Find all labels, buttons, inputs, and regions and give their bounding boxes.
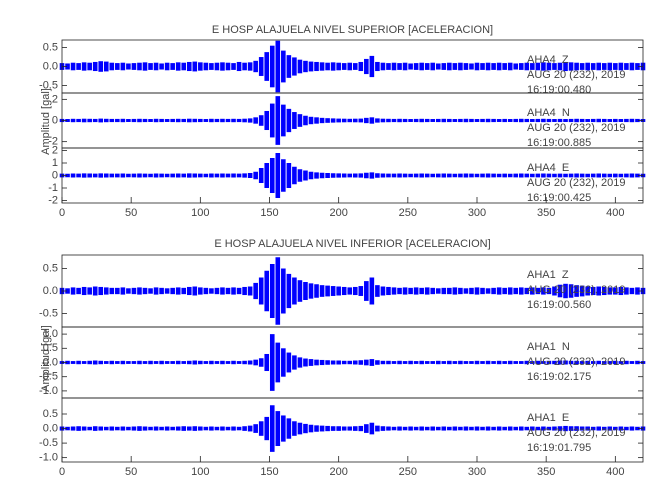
station-label: AHA4 Z <box>527 54 569 66</box>
station-label: AHA4 E <box>527 162 569 174</box>
time-label: 16:19:00.885 <box>527 137 591 149</box>
y-tick-label: -0.5 <box>39 437 58 449</box>
x-tick-label: 200 <box>329 466 347 478</box>
y-tick-label: 0 <box>52 169 58 181</box>
x-tick-label: 150 <box>260 207 278 219</box>
x-tick-label: 200 <box>329 207 347 219</box>
y-tick-label: -0.5 <box>39 307 58 319</box>
x-tick-label: 0 <box>59 466 65 478</box>
y-tick-label: 2 <box>52 93 58 105</box>
time-label: 16:19:00.560 <box>527 299 591 311</box>
trace <box>59 257 646 325</box>
y-tick-label: -1.0 <box>39 385 58 397</box>
y-tick-label: 0.0 <box>43 356 58 368</box>
date-label: AUG 20 (232), 2019 <box>527 284 625 296</box>
trace <box>59 153 646 198</box>
time-label: 16:19:01.795 <box>527 442 591 454</box>
date-label: AUG 20 (232), 2019 <box>527 122 625 134</box>
y-tick-label: 0.0 <box>43 60 58 72</box>
x-tick-label: 100 <box>191 207 209 219</box>
y-tick-label: 0.0 <box>43 285 58 297</box>
x-tick-label: 250 <box>399 466 417 478</box>
x-tick-label: 250 <box>399 207 417 219</box>
x-tick-label: 400 <box>606 466 624 478</box>
panel-title: E HOSP ALAJUELA NIVEL INFERIOR [ACELERAC… <box>214 238 490 250</box>
x-tick-label: 0 <box>59 207 65 219</box>
y-tick-label: 1.0 <box>43 328 58 340</box>
y-tick-label: 0.0 <box>43 422 58 434</box>
station-label: AHA1 E <box>527 412 569 424</box>
y-tick-label: -1 <box>48 182 58 194</box>
date-label: AUG 20 (232), 2019 <box>527 177 625 189</box>
y-tick-label: -0.5 <box>39 371 58 383</box>
x-tick-label: 150 <box>260 466 278 478</box>
y-tick-label: -2 <box>48 194 58 206</box>
y-axis-label: Amplitud [gal] <box>40 88 52 155</box>
subplot-frame <box>61 397 644 463</box>
y-tick-label: 0.5 <box>43 408 58 420</box>
x-tick-label: 50 <box>125 207 137 219</box>
y-tick-label: -2 <box>48 136 58 148</box>
station-label: AHA1 N <box>527 341 570 353</box>
x-tick-label: 300 <box>468 207 486 219</box>
y-tick-label: 0.5 <box>43 342 58 354</box>
x-tick-label: 50 <box>125 466 137 478</box>
time-label: 16:19:02.175 <box>527 371 591 383</box>
x-tick-label: 100 <box>191 466 209 478</box>
x-tick-label: 350 <box>537 207 555 219</box>
x-tick-label: 300 <box>468 466 486 478</box>
time-label: 16:19:00.425 <box>527 192 591 204</box>
date-label: AUG 20 (232), 2019 <box>527 427 625 439</box>
panel-title: E HOSP ALAJUELA NIVEL SUPERIOR [ACELERAC… <box>212 24 493 36</box>
y-tick-label: 2 <box>52 144 58 156</box>
x-tick-label: 400 <box>606 207 624 219</box>
x-tick-label: 350 <box>537 466 555 478</box>
date-label: AUG 20 (232), 2019 <box>527 69 625 81</box>
station-label: AHA1 Z <box>527 269 569 281</box>
subplot-frame <box>61 147 644 204</box>
station-label: AHA4 N <box>527 107 570 119</box>
y-tick-label: -0.5 <box>39 79 58 91</box>
y-tick-label: 0.5 <box>43 41 58 53</box>
y-tick-label: 0 <box>52 114 58 126</box>
trace <box>59 405 646 452</box>
y-tick-label: -1.0 <box>39 452 58 464</box>
time-label: 16:19:00.480 <box>527 84 591 96</box>
y-tick-label: 0.5 <box>43 262 58 274</box>
trace <box>59 40 646 93</box>
y-tick-label: 1 <box>52 157 58 169</box>
y-axis-label: Amplitud [gal] <box>40 325 52 392</box>
date-label: AUG 20 (232), 2019 <box>527 356 625 368</box>
